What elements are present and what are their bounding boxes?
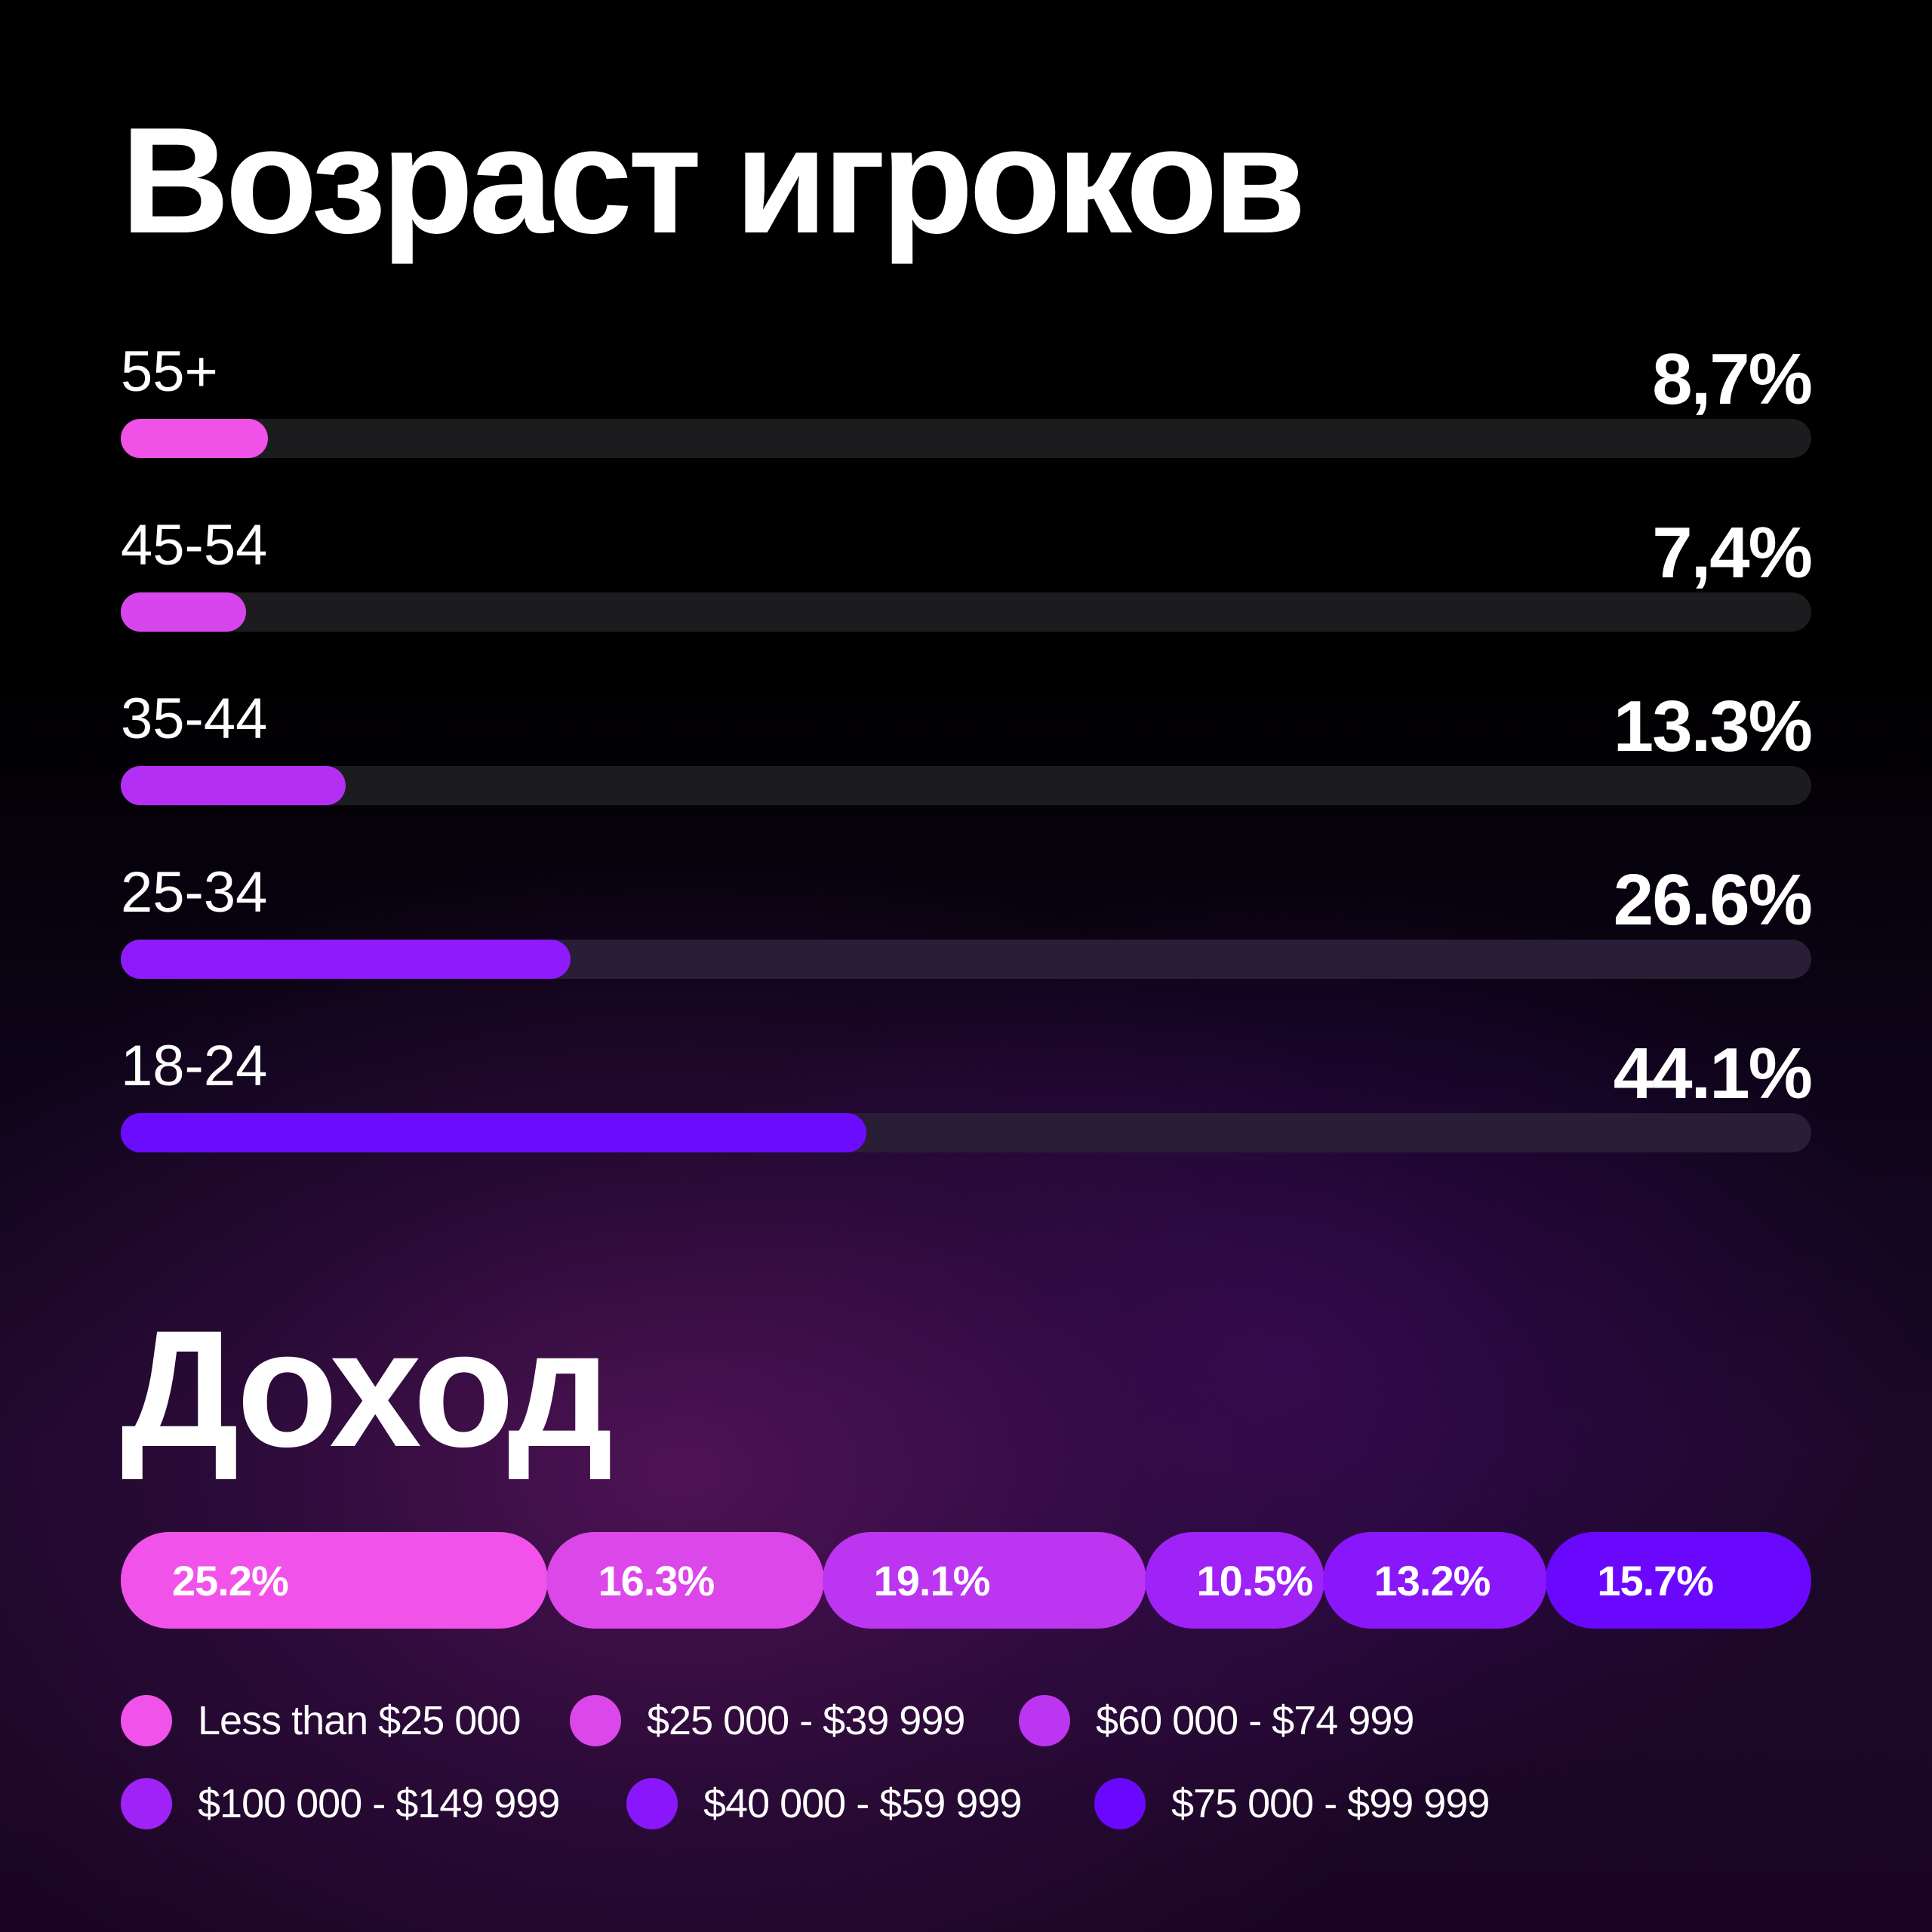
legend-label: Less than $25 000: [198, 1698, 521, 1743]
age-category-label: 45-54: [121, 513, 268, 577]
legend-swatch: [570, 1695, 621, 1746]
income-stacked-bar: 25.2% 16.3% 19.1% 10.5% 13.2% 15.7%: [121, 1532, 1811, 1629]
income-section-title: Доход: [121, 1296, 613, 1481]
legend-item: Less than $25 000: [121, 1694, 521, 1747]
income-segment-label: 13.2%: [1374, 1556, 1491, 1604]
age-row: 18-24 44.1%: [121, 1033, 1813, 1189]
income-segment: 16.3%: [546, 1532, 824, 1629]
legend-item: $40 000 - $59 999: [626, 1777, 1022, 1830]
bar-track: [121, 592, 1811, 632]
bar-track: [121, 1113, 1811, 1152]
legend-label: $25 000 - $39 999: [647, 1698, 965, 1743]
legend-item: $75 000 - $99 999: [1094, 1777, 1490, 1830]
age-value-label: 26.6%: [1613, 860, 1813, 940]
bar-fill: [121, 766, 346, 805]
legend-label: $60 000 - $74 999: [1096, 1698, 1414, 1743]
income-segment: 13.2%: [1322, 1532, 1548, 1629]
age-row: 55+ 8,7%: [121, 339, 1813, 494]
age-row: 25-34 26.6%: [121, 860, 1813, 1015]
bar-track: [121, 940, 1811, 979]
income-segment-label: 10.5%: [1196, 1556, 1313, 1604]
income-segment-label: 19.1%: [873, 1556, 991, 1604]
age-section-title: Возраст игроков: [121, 97, 1306, 265]
bar-fill: [121, 1113, 866, 1152]
age-row: 45-54 7,4%: [121, 512, 1813, 668]
legend-swatch: [1094, 1778, 1146, 1829]
income-segment-label: 15.7%: [1597, 1556, 1714, 1604]
legend-item: $60 000 - $74 999: [1019, 1694, 1414, 1747]
age-category-label: 55+: [121, 340, 218, 404]
age-row: 35-44 13.3%: [121, 686, 1813, 841]
legend-label: $40 000 - $59 999: [703, 1781, 1022, 1826]
legend-label: $100 000 - $149 999: [198, 1781, 560, 1826]
age-value-label: 13.3%: [1613, 686, 1813, 767]
legend-item: $100 000 - $149 999: [121, 1777, 560, 1830]
bar-fill: [121, 592, 246, 632]
legend-item: $25 000 - $39 999: [570, 1694, 965, 1747]
income-segment: 19.1%: [822, 1532, 1147, 1629]
bar-track: [121, 766, 1811, 805]
age-value-label: 7,4%: [1652, 512, 1813, 593]
legend-label: $75 000 - $99 999: [1171, 1781, 1490, 1826]
legend-swatch: [1019, 1695, 1070, 1746]
income-segment-label: 25.2%: [172, 1556, 289, 1604]
income-segment-label: 16.3%: [598, 1556, 715, 1604]
age-category-label: 25-34: [121, 860, 268, 924]
age-value-label: 44.1%: [1613, 1033, 1813, 1114]
bar-fill: [121, 940, 571, 979]
age-category-label: 35-44: [121, 687, 268, 751]
bar-fill: [121, 419, 268, 458]
income-segment: 10.5%: [1145, 1532, 1324, 1629]
legend-swatch: [626, 1778, 678, 1829]
legend-swatch: [121, 1778, 172, 1829]
age-value-label: 8,7%: [1652, 339, 1813, 420]
legend-swatch: [121, 1695, 172, 1746]
age-category-label: 18-24: [121, 1034, 268, 1098]
income-segment: 15.7%: [1546, 1532, 1811, 1629]
income-segment: 25.2%: [121, 1532, 549, 1629]
bar-track: [121, 419, 1811, 458]
